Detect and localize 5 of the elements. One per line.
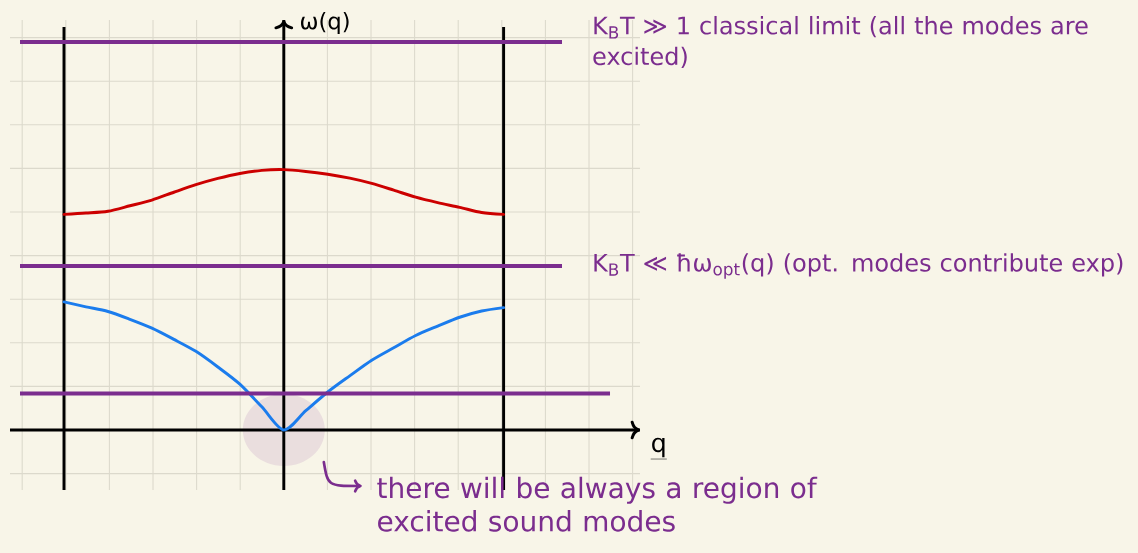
ref-line-label: K$_{B}$T ≪ ħω$_{opt}$(q) (opt. modes contribute exp) <box>594 253 1123 279</box>
text: ω(q) <box>301 12 349 34</box>
ref-line-label: K$_{B}$T ≫ 1 classical limit (all the modes are excited) <box>593 15 1088 69</box>
text: q <box>652 437 665 458</box>
text: there will be always a region of excited sound modes <box>377 476 818 532</box>
